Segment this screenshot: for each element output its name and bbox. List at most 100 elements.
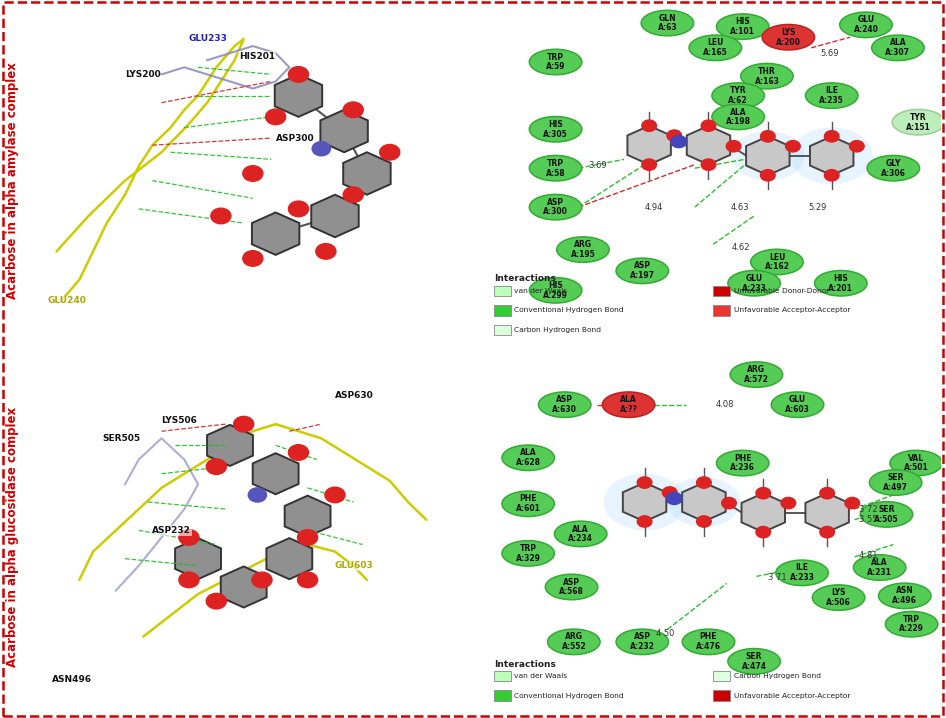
Circle shape (266, 109, 286, 125)
Text: ASN496: ASN496 (52, 674, 92, 684)
Text: 4.62: 4.62 (731, 243, 749, 252)
Text: Carbon Hydrogen Bond: Carbon Hydrogen Bond (515, 327, 602, 333)
Text: GLU
A:603: GLU A:603 (785, 396, 810, 414)
Text: SER
A:474: SER A:474 (742, 652, 766, 671)
Ellipse shape (616, 258, 669, 284)
Circle shape (781, 498, 796, 509)
Polygon shape (207, 425, 253, 466)
Ellipse shape (892, 109, 945, 135)
Ellipse shape (751, 249, 803, 275)
Circle shape (211, 208, 231, 224)
Text: ASP
A:568: ASP A:568 (559, 577, 584, 597)
Text: ARG
A:195: ARG A:195 (570, 241, 595, 259)
Circle shape (289, 444, 308, 460)
Bar (494, 286, 511, 297)
Text: ASP
A:197: ASP A:197 (630, 261, 655, 280)
Text: LEU
A:165: LEU A:165 (703, 39, 727, 57)
Circle shape (701, 159, 716, 170)
Ellipse shape (603, 392, 655, 417)
Circle shape (289, 201, 308, 217)
Polygon shape (252, 213, 299, 255)
Text: ALA
A:234: ALA A:234 (569, 525, 593, 544)
Ellipse shape (776, 560, 829, 586)
Bar (713, 286, 730, 297)
Circle shape (243, 251, 263, 266)
Polygon shape (343, 152, 391, 195)
Ellipse shape (805, 83, 858, 108)
Polygon shape (742, 493, 785, 532)
Bar (494, 325, 511, 335)
Text: 3 55: 3 55 (859, 516, 878, 524)
Ellipse shape (741, 63, 793, 89)
Text: VAL
A:501: VAL A:501 (903, 454, 929, 472)
Ellipse shape (548, 629, 600, 655)
Circle shape (638, 516, 652, 527)
Text: Acarbose in alpha amylase complex: Acarbose in alpha amylase complex (6, 62, 19, 299)
Ellipse shape (641, 10, 693, 36)
Text: ASP630: ASP630 (335, 391, 374, 401)
Text: LYS
A:200: LYS A:200 (776, 28, 801, 47)
Text: HIS
A:201: HIS A:201 (829, 274, 853, 292)
Text: TRP
A:329: TRP A:329 (516, 544, 540, 563)
Text: ASP
A:630: ASP A:630 (552, 396, 577, 414)
Bar (494, 690, 511, 701)
Text: HIS
A:305: HIS A:305 (543, 120, 568, 139)
Circle shape (850, 141, 864, 152)
Circle shape (641, 159, 657, 170)
Text: ILE
A:235: ILE A:235 (819, 86, 844, 105)
Circle shape (667, 493, 682, 505)
Polygon shape (274, 75, 323, 117)
Text: van der Waals: van der Waals (515, 673, 568, 679)
Ellipse shape (554, 521, 607, 546)
Text: GLU240: GLU240 (47, 297, 86, 305)
Text: ASN
A:496: ASN A:496 (892, 587, 918, 605)
Polygon shape (220, 567, 267, 607)
Text: TRP
A:59: TRP A:59 (546, 52, 566, 71)
Circle shape (206, 459, 226, 475)
Text: ASP
A:232: ASP A:232 (630, 633, 655, 651)
Text: ASP232: ASP232 (152, 526, 191, 535)
Polygon shape (285, 495, 330, 537)
Text: Unfavorable Acceptor-Acceptor: Unfavorable Acceptor-Acceptor (733, 307, 850, 314)
Bar (494, 305, 511, 316)
Polygon shape (805, 493, 849, 532)
Text: 4 50: 4 50 (656, 629, 674, 638)
Circle shape (179, 530, 199, 545)
Text: ALA
A:231: ALA A:231 (867, 558, 892, 577)
Ellipse shape (727, 271, 780, 296)
Circle shape (701, 120, 716, 131)
Circle shape (820, 526, 834, 538)
Ellipse shape (730, 362, 782, 387)
Polygon shape (267, 538, 312, 579)
Text: GLU
A:240: GLU A:240 (853, 16, 879, 34)
Ellipse shape (538, 392, 591, 417)
Ellipse shape (860, 502, 913, 527)
Text: Conventional Hydrogen Bond: Conventional Hydrogen Bond (515, 693, 624, 699)
Circle shape (316, 243, 336, 259)
Ellipse shape (727, 648, 780, 674)
Text: THR
A:163: THR A:163 (755, 67, 780, 85)
Circle shape (662, 487, 677, 498)
Ellipse shape (890, 450, 942, 476)
Ellipse shape (604, 474, 686, 531)
Circle shape (845, 498, 860, 509)
Text: PHE
A:476: PHE A:476 (696, 633, 721, 651)
Ellipse shape (530, 278, 582, 303)
Ellipse shape (815, 271, 867, 296)
Circle shape (824, 169, 839, 181)
Circle shape (761, 169, 775, 181)
Ellipse shape (762, 24, 815, 50)
Text: 3 71: 3 71 (767, 572, 786, 582)
Polygon shape (321, 110, 368, 152)
Circle shape (248, 488, 267, 502)
Text: 5.29: 5.29 (809, 202, 827, 212)
Ellipse shape (813, 585, 865, 610)
Circle shape (312, 141, 330, 156)
Circle shape (343, 187, 363, 202)
Text: 3.69: 3.69 (588, 161, 607, 170)
Circle shape (727, 141, 741, 152)
Text: GLY
A:306: GLY A:306 (881, 159, 905, 177)
Circle shape (252, 572, 272, 588)
Text: TYR
A:62: TYR A:62 (728, 86, 748, 105)
Text: van der Waals: van der Waals (515, 288, 568, 294)
